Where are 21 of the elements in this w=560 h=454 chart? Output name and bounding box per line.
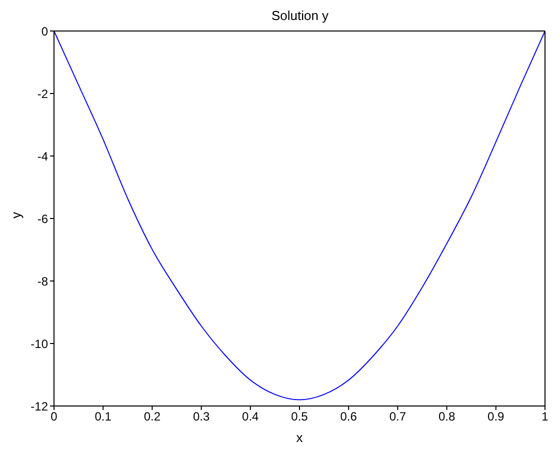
chart-title: Solution y: [270, 8, 330, 24]
y-tick-label: -12: [30, 399, 48, 414]
x-tick-label: 1: [542, 410, 549, 424]
x-tick-label: 0.8: [438, 410, 456, 424]
x-tick-label: 0.3: [192, 410, 210, 424]
y-tick-label: -8: [37, 274, 48, 288]
y-tick-label: -6: [37, 212, 48, 226]
y-tick-label: 0: [41, 24, 48, 38]
y-axis-title: y: [8, 212, 24, 218]
x-axis-title: x: [296, 430, 304, 445]
x-tick-label: 0.5: [291, 410, 308, 424]
x-tick-label: 0.1: [94, 410, 112, 424]
x-tick-label: 0.7: [389, 410, 406, 424]
x-tick-label: 0: [50, 410, 58, 424]
y-tick-label: -10: [30, 336, 48, 351]
x-tick-label: 0.4: [242, 410, 260, 424]
x-tick-label: 0.2: [144, 410, 161, 424]
y-tick-label: -2: [37, 86, 48, 101]
y-tick-label: -4: [37, 149, 48, 164]
x-tick-label: 0.9: [488, 410, 505, 424]
x-tick-label: 0.6: [340, 410, 358, 424]
